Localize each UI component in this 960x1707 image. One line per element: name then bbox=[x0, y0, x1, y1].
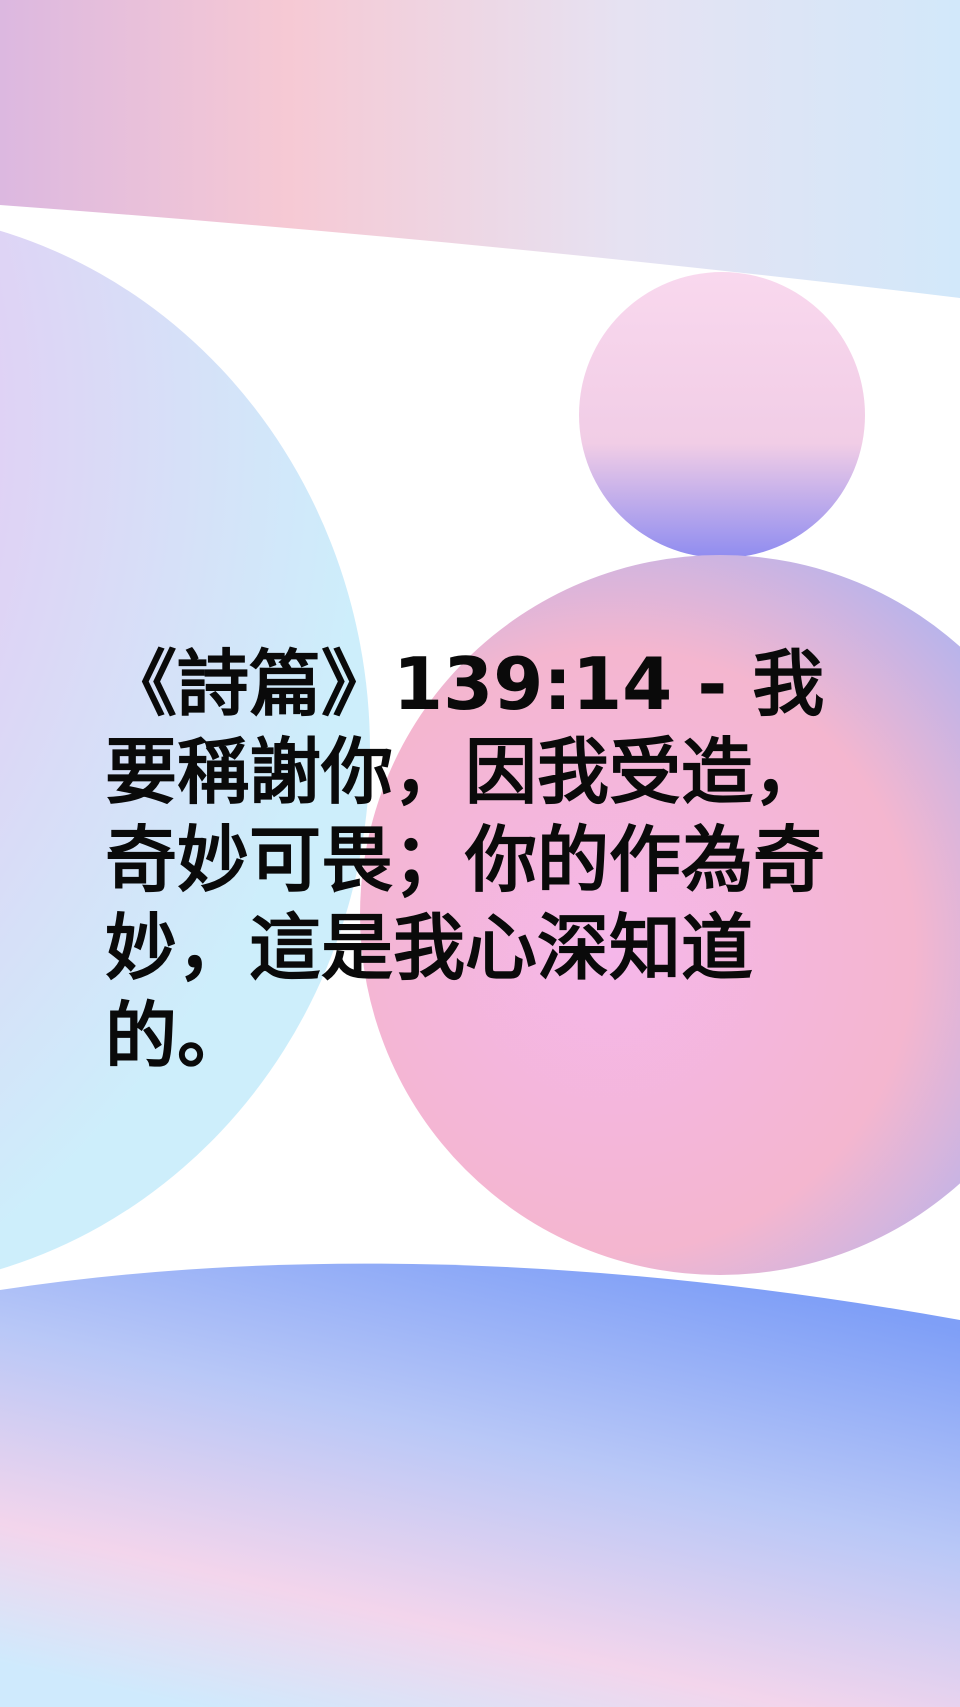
left-circle-shape bbox=[0, 230, 370, 1270]
right-circle-shape bbox=[360, 555, 960, 1275]
bottom-band-shape bbox=[0, 1263, 960, 1707]
verse-text: 《詩篇》139:14 - 我要稱謝你，因我受造，奇妙可畏；你的作為奇妙，這是我心… bbox=[105, 642, 826, 1078]
small-circle-shape bbox=[579, 272, 865, 558]
top-band-shape bbox=[0, 0, 960, 298]
